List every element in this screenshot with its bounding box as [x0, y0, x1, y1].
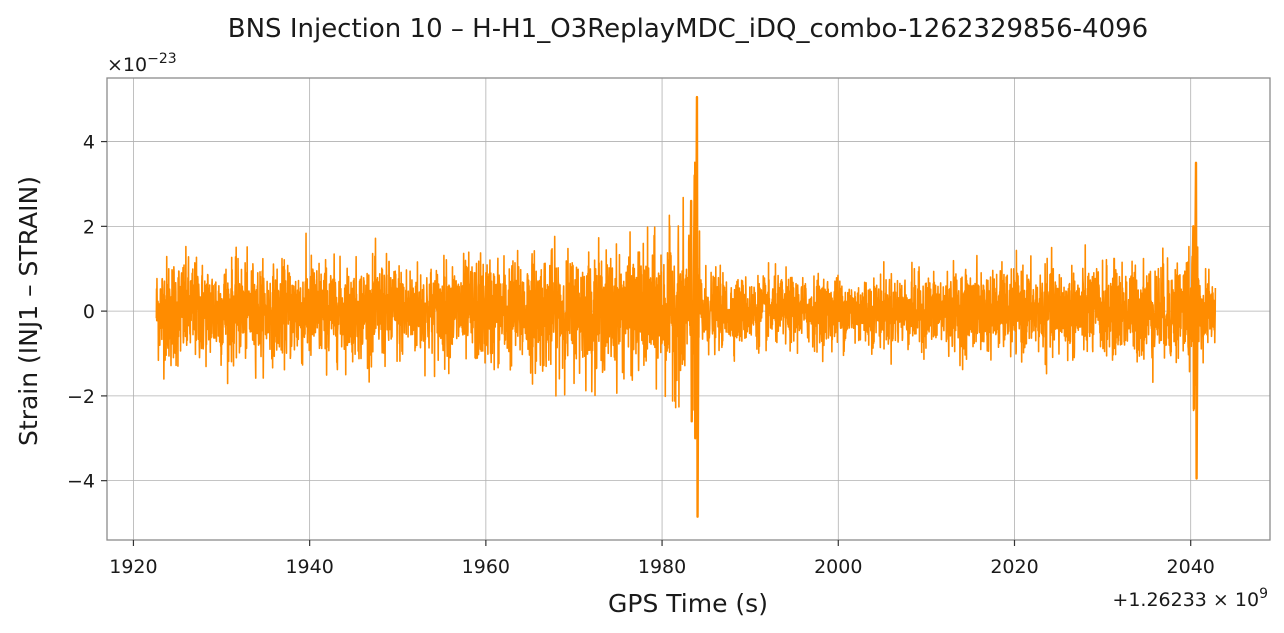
y-tick-label: 0	[83, 301, 95, 323]
chart-title: BNS Injection 10 – H-H1_O3ReplayMDC_iDQ_…	[228, 14, 1148, 44]
x-tick-label: 2040	[1167, 556, 1215, 578]
x-tick-label: 1960	[462, 556, 510, 578]
strain-spike	[694, 95, 700, 518]
strain-spike	[1191, 225, 1196, 410]
y-tick-label: 4	[83, 132, 95, 154]
strain-spike	[1193, 161, 1199, 480]
axis-ticks: 1920 1940 1960 1980 2000 2020 2040 −4 −2 0 2 4	[67, 132, 1215, 578]
strain-spike	[692, 174, 698, 440]
data-series	[155, 95, 1217, 518]
strain-spike	[688, 199, 694, 423]
x-tick-label: 2020	[990, 556, 1038, 578]
y-axis-label: Strain (INJ1 – STRAIN)	[14, 176, 43, 446]
x-offset-factor: +1.26233 × 109	[1112, 586, 1268, 611]
y-tick-label: 2	[83, 216, 95, 238]
x-tick-label: 1940	[285, 556, 333, 578]
x-tick-label: 1980	[638, 556, 686, 578]
x-axis-label: GPS Time (s)	[608, 589, 768, 618]
x-tick-label: 1920	[109, 556, 157, 578]
strain-series-line	[155, 161, 1217, 412]
y-tick-label: −2	[67, 386, 95, 408]
x-tick-label: 2000	[814, 556, 862, 578]
y-tick-label: −4	[67, 471, 95, 493]
y-scale-factor: ×10−23	[107, 51, 177, 76]
plot-frame	[106, 77, 1271, 541]
